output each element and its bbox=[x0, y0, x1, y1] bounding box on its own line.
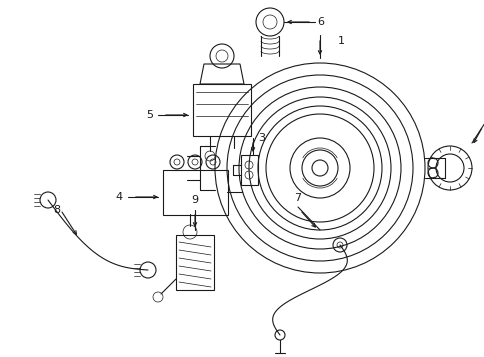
Text: 3: 3 bbox=[257, 133, 264, 143]
Text: 4: 4 bbox=[116, 192, 123, 202]
Text: 9: 9 bbox=[191, 195, 198, 205]
Text: 5: 5 bbox=[146, 110, 152, 120]
Text: 6: 6 bbox=[317, 17, 323, 27]
Bar bbox=[193, 84, 251, 136]
Bar bbox=[163, 170, 227, 215]
Text: 7: 7 bbox=[294, 193, 301, 203]
Text: 1: 1 bbox=[337, 36, 344, 46]
Bar bbox=[176, 235, 213, 290]
Text: 8: 8 bbox=[53, 205, 60, 215]
